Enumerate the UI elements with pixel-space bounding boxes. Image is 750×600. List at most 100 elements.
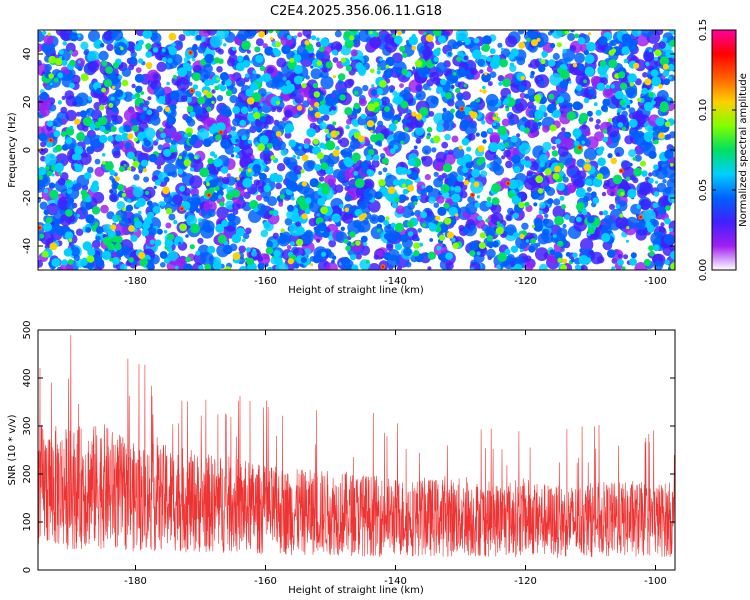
heatmap-cell <box>534 218 543 226</box>
heatmap-cell <box>332 75 336 79</box>
heatmap-cell <box>127 166 132 171</box>
heatmap-cell <box>204 263 212 270</box>
heatmap-cell <box>197 244 210 257</box>
heatmap-cell <box>343 238 349 244</box>
heatmap-cell <box>193 105 204 116</box>
heatmap-cell <box>662 63 670 70</box>
heatmap-cell <box>314 111 321 118</box>
heatmap-cell <box>64 231 74 240</box>
heatmap-cell <box>440 91 446 97</box>
heatmap-cell <box>119 190 123 195</box>
heatmap-cell <box>510 48 519 57</box>
heatmap-cell <box>524 93 530 99</box>
heatmap-cell <box>470 267 475 270</box>
heatmap-cell <box>519 248 524 253</box>
heatmap-cell <box>235 62 245 72</box>
heatmap-cell <box>639 198 651 211</box>
heatmap-cell <box>648 209 653 214</box>
heatmap-cell <box>387 186 396 195</box>
heatmap-cell <box>393 144 398 150</box>
heatmap-cell <box>124 142 132 150</box>
heatmap-cell <box>167 250 179 263</box>
heatmap-cell <box>71 153 79 161</box>
heatmap-cell <box>316 37 320 42</box>
heatmap-cell <box>114 235 123 244</box>
heatmap-cell <box>572 252 578 258</box>
heatmap-cell <box>366 259 370 264</box>
heatmap-cell <box>586 187 592 192</box>
heatmap-cell <box>422 48 432 58</box>
heatmap-cell <box>371 84 375 88</box>
heatmap-cell <box>440 78 447 86</box>
heatmap-cell <box>566 111 576 121</box>
heatmap-cell <box>335 94 341 100</box>
heatmap-cell <box>138 210 142 215</box>
heatmap-cell <box>298 111 303 116</box>
heatmap-cell <box>610 157 617 165</box>
heatmap-cell <box>632 177 639 184</box>
heatmap-cell <box>456 40 463 47</box>
heatmap-cell <box>320 162 329 171</box>
heatmap-cell <box>241 135 247 141</box>
heatmap-cell <box>190 89 194 93</box>
heatmap-cell <box>608 118 613 123</box>
heatmap-cell <box>552 109 561 119</box>
heatmap-cell <box>408 35 418 46</box>
heatmap-cell <box>415 138 422 144</box>
heatmap-cell <box>523 127 530 134</box>
heatmap-cell <box>171 131 182 142</box>
heatmap-cell <box>43 222 52 232</box>
heatmap-cell <box>344 107 353 116</box>
heatmap-cell <box>265 246 274 255</box>
heatmap-cell <box>235 138 240 143</box>
heatmap-cell <box>484 226 496 238</box>
heatmap-cell <box>489 71 497 78</box>
heatmap-cell <box>270 137 281 147</box>
heatmap-cell <box>85 226 92 233</box>
heatmap-cell <box>103 79 112 88</box>
heatmap-cell <box>362 241 368 247</box>
heatmap-cell <box>318 46 325 52</box>
heatmap-cell <box>101 87 107 93</box>
heatmap-cell <box>441 141 449 149</box>
heatmap-cell <box>247 139 252 144</box>
heatmap-cell <box>64 90 75 100</box>
heatmap-cell <box>108 103 114 108</box>
heatmap-cell <box>320 37 330 47</box>
heatmap-cell <box>280 148 288 156</box>
heatmap-cell <box>177 168 184 175</box>
heatmap-cell <box>567 102 573 109</box>
heatmap-cell <box>399 194 407 202</box>
heatmap-cell <box>85 196 92 203</box>
heatmap-cell <box>466 146 472 152</box>
heatmap-cell <box>508 179 519 190</box>
heatmap-cell <box>402 52 408 59</box>
heatmap-cell <box>390 222 396 228</box>
heatmap-cell <box>123 164 127 167</box>
heatmap-cell <box>389 148 396 154</box>
heatmap-cell <box>88 30 100 42</box>
heatmap-cell <box>511 195 522 205</box>
heatmap-cell <box>468 101 480 113</box>
heatmap-cell <box>313 91 320 98</box>
heatmap-cell <box>284 217 293 226</box>
heatmap-cell <box>623 254 629 260</box>
heatmap-cell <box>169 90 180 100</box>
heatmap-cell <box>55 144 63 152</box>
heatmap-cell <box>413 145 418 150</box>
heatmap-cell <box>579 112 589 122</box>
heatmap-cell <box>263 184 271 193</box>
heatmap-cell <box>70 246 81 257</box>
heatmap-cell <box>232 209 239 215</box>
heatmap-cell <box>279 194 285 200</box>
heatmap-cell <box>387 229 400 242</box>
heatmap-cell <box>651 76 662 87</box>
heatmap-cell <box>245 227 252 235</box>
heatmap-cell <box>382 96 387 102</box>
heatmap-cell <box>99 104 105 111</box>
heatmap-cell <box>450 84 455 89</box>
heatmap-cell <box>122 207 127 212</box>
heatmap-cell <box>41 94 48 101</box>
heatmap-cell <box>280 228 285 233</box>
heatmap-cell <box>115 230 122 237</box>
